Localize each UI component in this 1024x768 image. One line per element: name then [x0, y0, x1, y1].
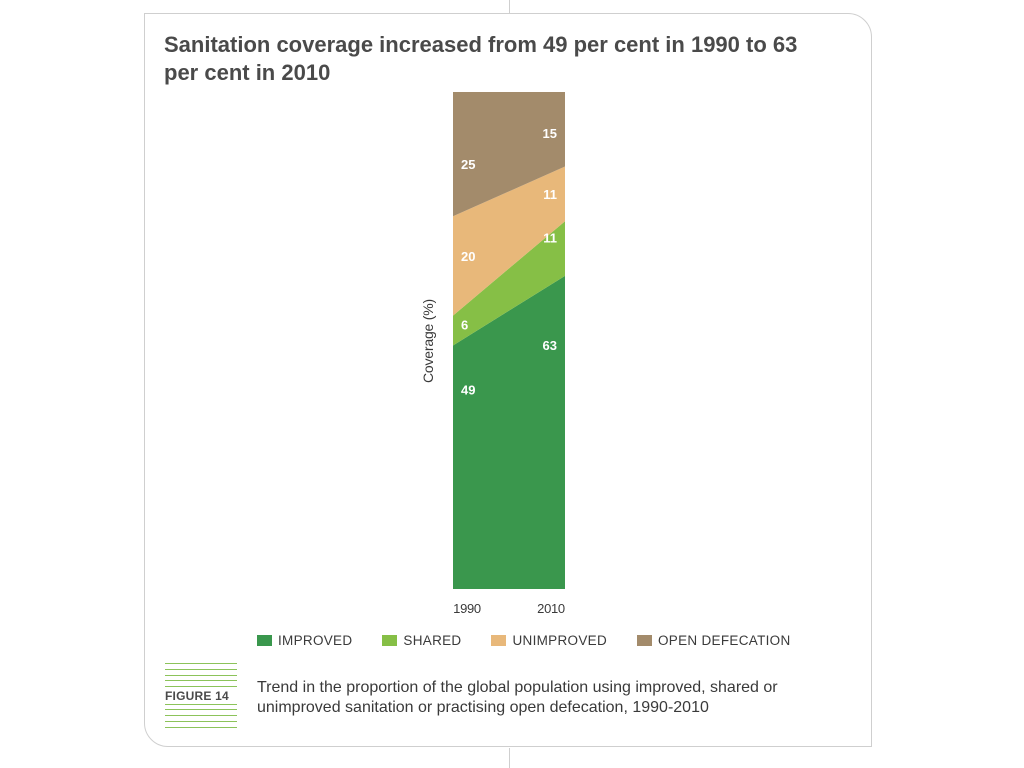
x-tick-label: 1990	[453, 601, 481, 616]
figure-number-label: FIGURE 14	[165, 688, 237, 704]
figure-decor-line	[165, 674, 237, 676]
figure-decor-line	[165, 721, 237, 722]
legend-item-shared: SHARED	[382, 633, 461, 648]
figure-decor-line	[165, 686, 237, 688]
data-label-unimproved-1990: 20	[461, 249, 475, 264]
figure-decor-line	[165, 709, 237, 711]
legend-item-unimproved: UNIMPROVED	[491, 633, 607, 648]
data-label-improved-1990: 49	[461, 382, 475, 397]
area-shared	[453, 221, 565, 346]
legend-item-improved: IMPROVED	[257, 633, 352, 648]
x-tick-label: 2010	[537, 601, 565, 616]
legend-swatch	[257, 634, 272, 646]
page-gutter-line	[509, 748, 510, 768]
area-open-defecation	[453, 92, 565, 217]
figure-decor-line	[165, 680, 237, 682]
data-label-open-defecation-2010: 15	[543, 126, 557, 141]
data-label-unimproved-2010: 11	[543, 187, 557, 202]
legend-label: SHARED	[403, 632, 462, 648]
page-gutter-line	[509, 0, 510, 14]
legend-swatch	[491, 634, 507, 646]
chart-title: Sanitation coverage increased from 49 pe…	[164, 32, 798, 85]
figure-caption: Trend in the proportion of the global po…	[257, 679, 778, 716]
legend-item-open-defecation: OPEN DEFECATION	[637, 633, 791, 648]
legend-label: UNIMPROVED	[512, 632, 607, 648]
figure-decor-line	[165, 703, 237, 705]
legend-swatch	[637, 634, 652, 646]
figure-decor-line	[165, 726, 237, 728]
figure-decor-line	[165, 715, 237, 717]
area-improved	[453, 275, 565, 589]
chart-legend: IMPROVED SHARED UNIMPROVED OPEN DEFECATI…	[257, 632, 791, 648]
figure-decor-line	[165, 663, 237, 664]
data-label-open-defecation-1990: 25	[461, 157, 475, 172]
data-label-shared-2010: 11	[543, 231, 557, 246]
figure-decor-line	[165, 668, 237, 670]
legend-swatch	[382, 634, 398, 646]
area-unimproved	[453, 166, 565, 316]
legend-label: OPEN DEFECATION	[658, 632, 791, 648]
data-label-shared-1990: 6	[461, 318, 468, 333]
data-label-improved-2010: 63	[543, 338, 557, 353]
legend-label: IMPROVED	[278, 632, 353, 648]
